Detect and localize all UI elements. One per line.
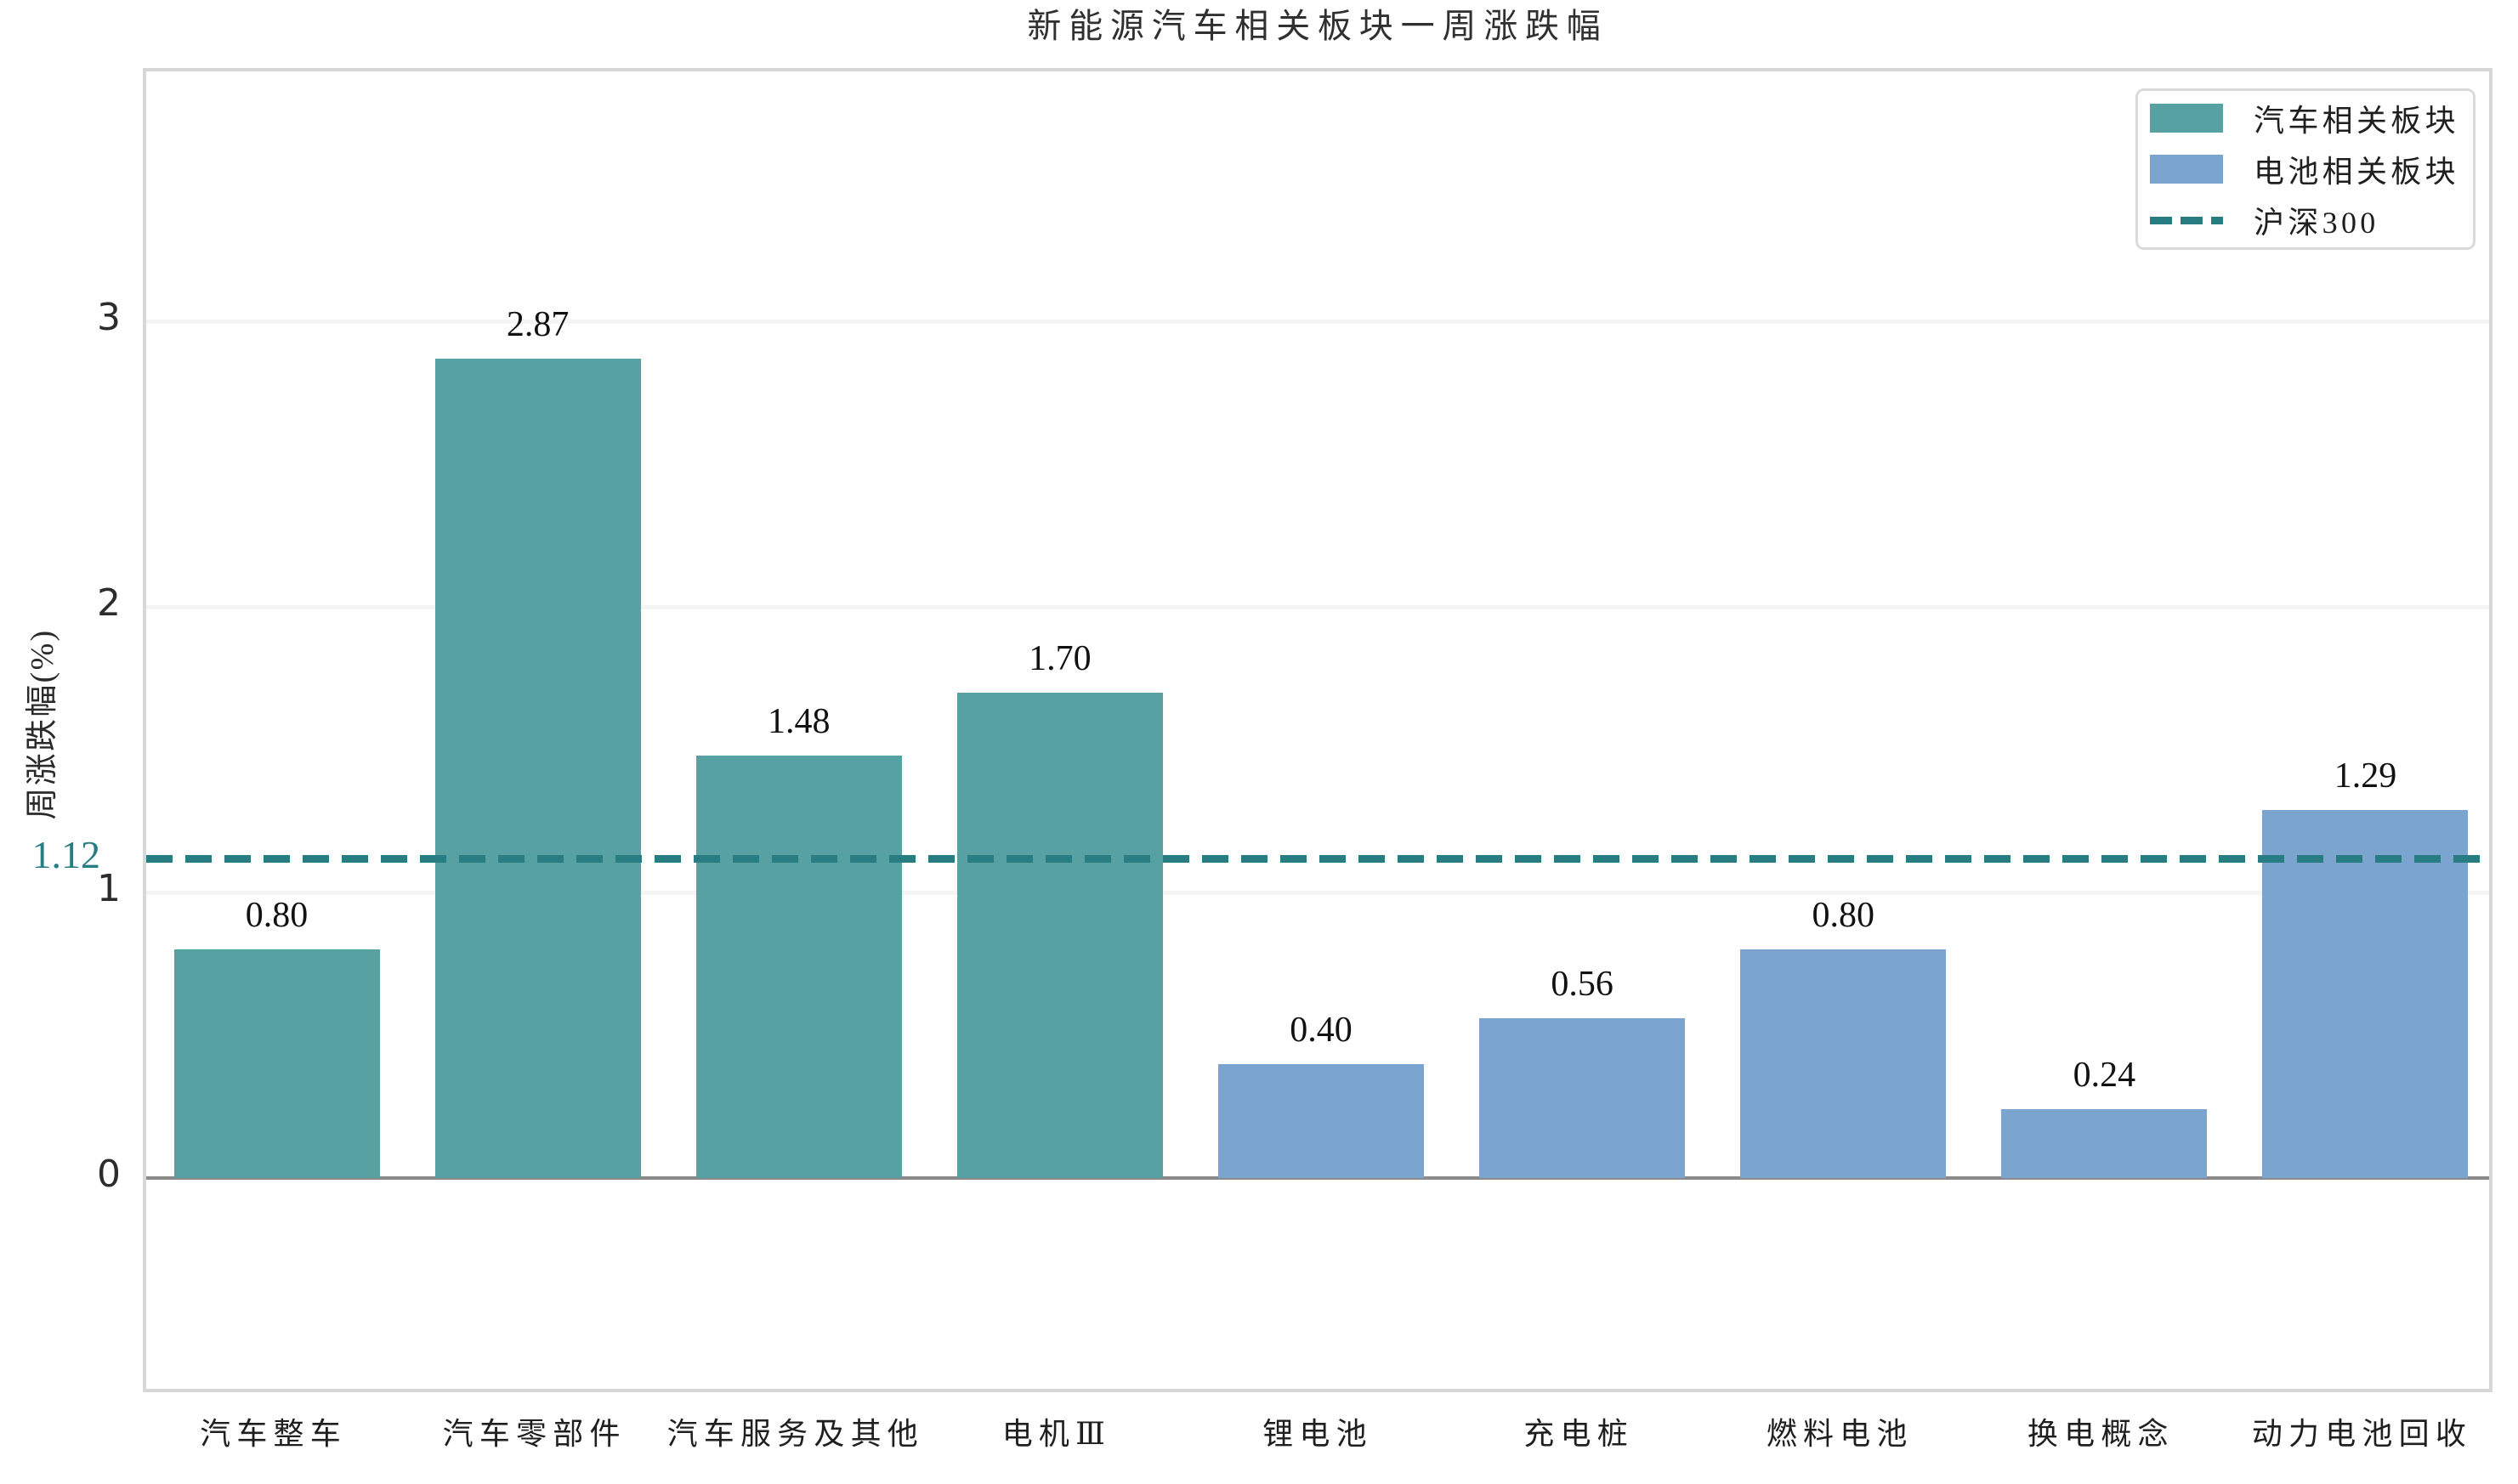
x-tick-label-汽车整车: 汽车整车 bbox=[200, 1417, 347, 1451]
x-tick-label-锂电池: 锂电池 bbox=[1262, 1417, 1373, 1451]
y-tick-label-2: 2 bbox=[97, 581, 121, 625]
bar-value-label: 1.70 bbox=[1029, 638, 1092, 678]
bar-value-label: 0.40 bbox=[1290, 1010, 1353, 1050]
bar-燃料电池 bbox=[1740, 949, 1947, 1178]
legend-label-battery-sector: 电池相关板块 bbox=[2254, 155, 2459, 189]
bar-换电概念 bbox=[2001, 1109, 2208, 1178]
auto-sector-swatch bbox=[2150, 104, 2223, 133]
legend-item-hs300: 沪深300 bbox=[2150, 201, 2473, 240]
bar-value-label: 0.24 bbox=[2073, 1056, 2136, 1096]
battery-sector-swatch bbox=[2150, 155, 2223, 184]
x-tick-label-汽车零部件: 汽车零部件 bbox=[442, 1417, 627, 1451]
bar-电机Ⅲ bbox=[956, 692, 1163, 1178]
plot-area: 0.80 2.87 1.48 1.70 0.40 0.56 0.80 0.24 1.29 bbox=[143, 68, 2492, 1392]
bar-value-label: 0.80 bbox=[1812, 896, 1874, 936]
bar-value-label: 2.87 bbox=[506, 304, 570, 344]
bar-汽车零部件 bbox=[434, 358, 641, 1178]
y-tick-label-1: 1 bbox=[97, 867, 121, 910]
bar-value-label: 0.56 bbox=[1551, 964, 1613, 1004]
gridline-y2 bbox=[146, 605, 2489, 609]
bar-value-label: 0.80 bbox=[245, 896, 309, 936]
bar-value-label: 1.29 bbox=[2334, 756, 2397, 796]
y-tick-label-0: 0 bbox=[97, 1153, 121, 1196]
hs300-dashed-line-swatch bbox=[2150, 216, 2223, 224]
chart-title: 新能源汽车相关板块一周涨跌幅 bbox=[1027, 7, 1608, 45]
bar-value-label: 1.48 bbox=[768, 701, 831, 741]
legend-label-hs300: 沪深300 bbox=[2254, 206, 2379, 240]
legend-item-auto-sector: 汽车相关板块 bbox=[2150, 99, 2473, 138]
gridline-y1 bbox=[146, 891, 2489, 895]
legend-label-auto-sector: 汽车相关板块 bbox=[2254, 104, 2459, 138]
x-tick-label-汽车服务及其他: 汽车服务及其他 bbox=[666, 1417, 924, 1451]
bar-充电桩 bbox=[1479, 1017, 1686, 1178]
legend-item-battery-sector: 电池相关板块 bbox=[2150, 150, 2473, 189]
x-tick-label-换电概念: 换电概念 bbox=[2027, 1417, 2175, 1451]
bar-汽车整车 bbox=[173, 949, 380, 1178]
x-tick-label-燃料电池: 燃料电池 bbox=[1766, 1417, 1914, 1451]
y-tick-label-3: 3 bbox=[97, 296, 121, 339]
hs300-benchmark-line bbox=[146, 854, 2489, 863]
gridline-y3 bbox=[146, 320, 2489, 324]
zero-axis-line bbox=[146, 1176, 2489, 1180]
legend: 汽车相关板块 电池相关板块 沪深300 bbox=[2135, 88, 2475, 250]
x-tick-label-电机Ⅲ: 电机Ⅲ bbox=[1001, 1417, 1112, 1451]
x-tick-label-充电桩: 充电桩 bbox=[1523, 1417, 1634, 1451]
bar-动力电池回收 bbox=[2262, 809, 2469, 1178]
bar-锂电池 bbox=[1218, 1063, 1424, 1178]
bar-汽车服务及其他 bbox=[695, 755, 902, 1178]
x-tick-label-动力电池回收: 动力电池回收 bbox=[2251, 1417, 2473, 1451]
benchmark-value-label: 1.12 bbox=[31, 832, 101, 876]
